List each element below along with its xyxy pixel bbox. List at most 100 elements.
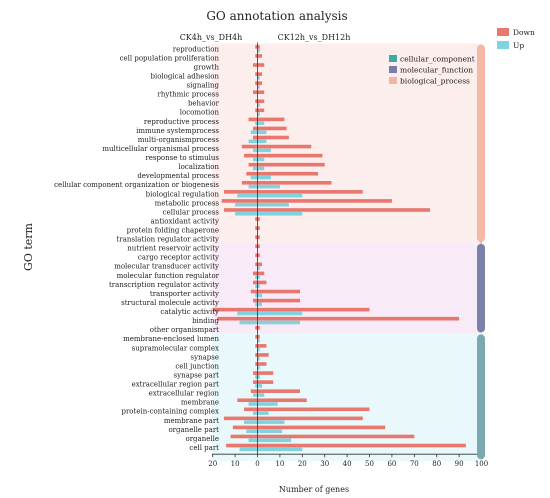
category-label-22: nutrient reservoir activity: [127, 245, 219, 253]
bar-s2-r29: [257, 307, 370, 312]
bar-s1-r28: [255, 302, 258, 307]
category-label-42: organelle part: [168, 426, 219, 434]
bar-s2-r22: [257, 244, 260, 249]
category-label-43: organelle: [186, 435, 220, 443]
chart-title: GO annotation analysis: [206, 9, 347, 23]
comparison-label-left: CK4h_vs_DH4h: [180, 33, 243, 42]
bar-s2-r8: [257, 117, 285, 122]
group-capsule-0: [477, 44, 485, 242]
bar-s0-r39: [237, 398, 258, 403]
bar-s3-r14: [257, 175, 271, 180]
bar-s2-r19: [257, 217, 260, 221]
category-label-8: reproductive process: [144, 118, 220, 126]
bar-s3-r32: [257, 338, 260, 343]
bar-s0-r3: [255, 72, 258, 76]
category-label-27: transporter activity: [150, 290, 219, 298]
bar-s2-r32: [257, 335, 260, 339]
bar-s0-r6: [255, 99, 258, 104]
bar-s2-r37: [257, 380, 274, 384]
bar-s3-r33: [257, 347, 260, 352]
bar-s0-r13: [248, 162, 258, 167]
category-label-20: protein folding chaperone: [127, 227, 219, 235]
bar-s3-r34: [257, 356, 260, 361]
bar-s1-r36: [255, 375, 258, 379]
legend-label-down: Down: [513, 28, 535, 37]
bar-s0-r42: [232, 425, 258, 430]
category-label-11: multicellular organismal process: [102, 145, 219, 153]
bar-s1-r39: [248, 402, 258, 406]
bar-s0-r15: [241, 181, 258, 185]
category-label-3: biological adhesion: [150, 72, 219, 80]
bar-s2-r4: [257, 81, 262, 85]
category-label-25: molecular function regulator: [117, 272, 220, 280]
bar-s0-r9: [253, 126, 258, 131]
category-label-2: growth: [194, 63, 220, 71]
x-tick-label-11: 90: [455, 460, 464, 468]
bar-s0-r23: [255, 253, 258, 258]
bar-s2-r7: [257, 108, 265, 113]
bar-s0-r7: [255, 108, 258, 113]
bar-s1-r42: [246, 429, 258, 434]
bar-s2-r1: [257, 54, 262, 58]
bar-s3-r17: [257, 202, 289, 207]
bar-s3-r41: [257, 420, 285, 424]
x-tick-label-0: 20: [208, 460, 217, 468]
category-label-15: cellular component organization or bioge…: [54, 181, 219, 189]
group-band-1: [212, 242, 482, 335]
bar-s3-r18: [257, 211, 303, 216]
bar-s3-r37: [257, 384, 262, 388]
bar-s0-r41: [223, 416, 258, 421]
x-tick-label-4: 20: [298, 460, 307, 468]
bar-s1-r37: [255, 384, 258, 388]
bar-s0-r2: [253, 63, 258, 67]
bar-s0-r32: [255, 335, 258, 339]
category-label-41: membrane part: [164, 417, 219, 425]
bar-s2-r20: [257, 226, 260, 230]
bar-s2-r25: [257, 271, 265, 276]
bar-s3-r10: [257, 139, 267, 144]
category-label-14: developmental process: [137, 172, 219, 180]
bar-s3-r15: [257, 184, 280, 189]
bar-s1-r13: [253, 166, 258, 171]
bar-s0-r43: [230, 434, 258, 439]
bar-s0-r14: [246, 171, 258, 176]
bar-s0-r20: [255, 226, 258, 230]
bar-s2-r36: [257, 371, 274, 375]
bar-s1-r17: [235, 202, 258, 207]
bar-s1-r15: [248, 184, 258, 189]
bar-s3-r7: [257, 112, 260, 116]
category-label-32: membrane-enclosed lumen: [123, 335, 219, 343]
bar-s1-r41: [244, 420, 258, 424]
bar-s2-r14: [257, 171, 318, 176]
bar-s2-r26: [257, 280, 267, 285]
bar-s3-r13: [257, 166, 265, 171]
bar-s0-r12: [244, 153, 258, 158]
x-tick-label-10: 80: [432, 460, 441, 468]
category-label-39: membrane: [181, 399, 219, 407]
bar-s3-r35: [257, 366, 260, 370]
group-band-2: [212, 333, 482, 462]
x-tick-label-3: 10: [275, 460, 284, 468]
bar-s2-r5: [257, 90, 265, 94]
x-tick-label-9: 70: [410, 460, 419, 468]
bar-s0-r37: [253, 380, 258, 384]
bar-s1-r18: [235, 211, 258, 216]
bar-s1-r38: [253, 393, 258, 397]
bar-s0-r0: [255, 45, 258, 49]
bar-s3-r29: [257, 311, 303, 316]
bar-s3-r0: [257, 48, 260, 53]
bar-s1-r16: [237, 193, 258, 198]
bar-s2-r23: [257, 253, 260, 258]
bar-s0-r30: [217, 316, 258, 321]
bar-s2-r33: [257, 344, 267, 348]
bar-s1-r26: [255, 284, 258, 289]
category-label-34: synapse: [191, 353, 219, 361]
x-tick-label-12: 100: [475, 460, 488, 468]
category-label-12: response to stimulus: [145, 154, 219, 162]
bar-s3-r39: [257, 402, 278, 406]
bar-s2-r40: [257, 407, 370, 412]
group-capsule-1: [477, 243, 485, 333]
category-label-31: other organismpart: [150, 326, 219, 334]
legend-category-swatch-2: [389, 77, 397, 84]
bar-s3-r43: [257, 438, 292, 443]
